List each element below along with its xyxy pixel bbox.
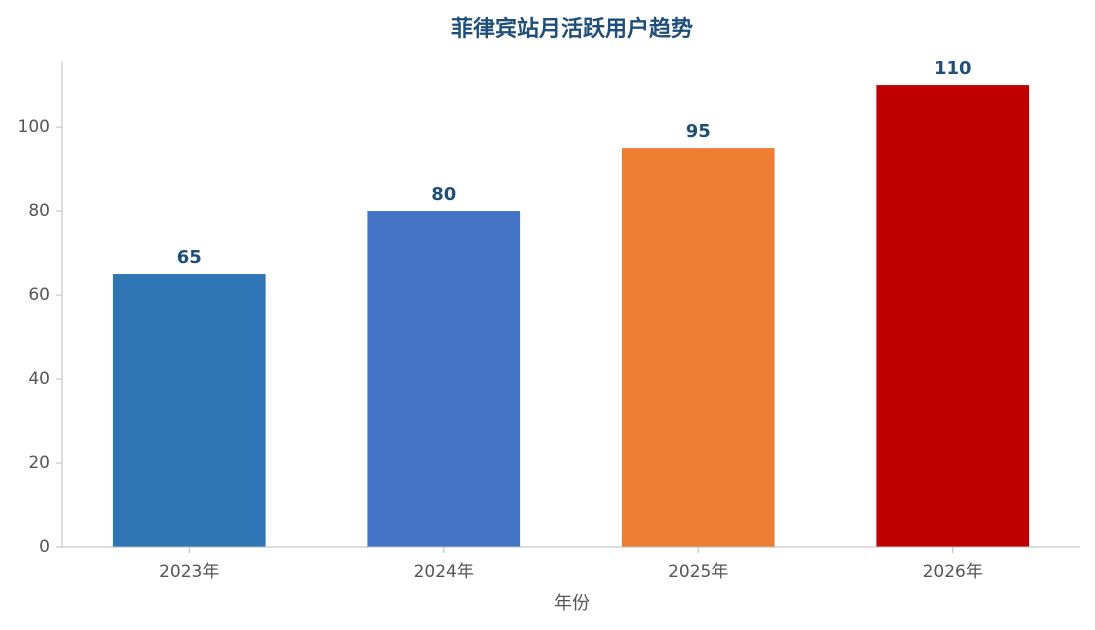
bar [367, 211, 521, 547]
value-label: 95 [686, 121, 711, 142]
x-tick-label: 2026年 [923, 562, 983, 582]
x-axis-label: 年份 [554, 593, 590, 614]
y-tick-label: 60 [28, 285, 50, 305]
bar [621, 148, 775, 547]
y-tick-label: 80 [28, 201, 50, 221]
y-tick-label: 40 [28, 369, 50, 389]
x-tick-label: 2023年 [159, 562, 219, 582]
chart-title: 菲律宾站月活跃用户趋势 [451, 16, 693, 42]
bar [876, 85, 1030, 547]
y-tick-label: 0 [39, 537, 50, 557]
y-tick-label: 20 [28, 453, 50, 473]
value-label: 65 [177, 247, 202, 268]
x-tick-label: 2024年 [414, 562, 474, 582]
value-label: 110 [934, 58, 972, 79]
y-tick-label: 100 [18, 117, 50, 137]
value-label: 80 [431, 184, 456, 205]
bar [112, 274, 266, 547]
x-tick-label: 2025年 [668, 562, 728, 582]
